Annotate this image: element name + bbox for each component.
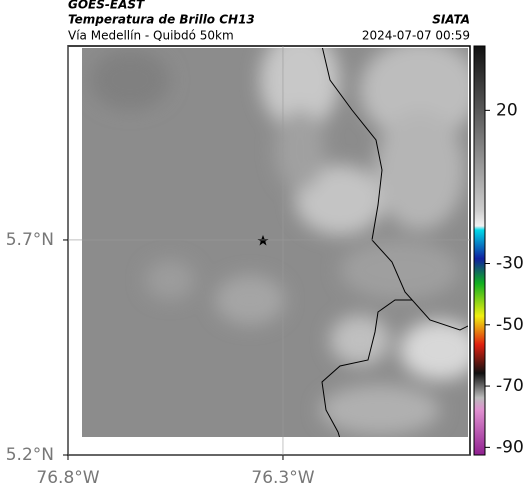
region: Vía Medellín - Quibdó 50km — [68, 29, 234, 43]
x-tick-label: 76.3°W — [251, 468, 314, 488]
source: SIATA — [432, 13, 470, 27]
datetime: 2024-07-07 00:59 — [362, 29, 470, 43]
colorbar-tick-label: -70 — [496, 376, 524, 396]
x-tick-label: 76.8°W — [36, 468, 99, 488]
colorbar-tick-label: -90 — [496, 437, 524, 457]
satellite: GOES-EAST — [68, 0, 145, 12]
y-tick-label: 5.2°N — [6, 445, 54, 465]
colorbar-tick-label: -30 — [496, 254, 524, 274]
colorbar — [473, 45, 486, 456]
product: Temperatura de Brillo CH13 — [68, 13, 255, 27]
satellite-image — [82, 48, 468, 437]
y-tick-label: 5.7°N — [6, 230, 54, 250]
colorbar-tick-label: 20 — [496, 100, 518, 120]
colorbar-tick-label: -50 — [496, 315, 524, 335]
